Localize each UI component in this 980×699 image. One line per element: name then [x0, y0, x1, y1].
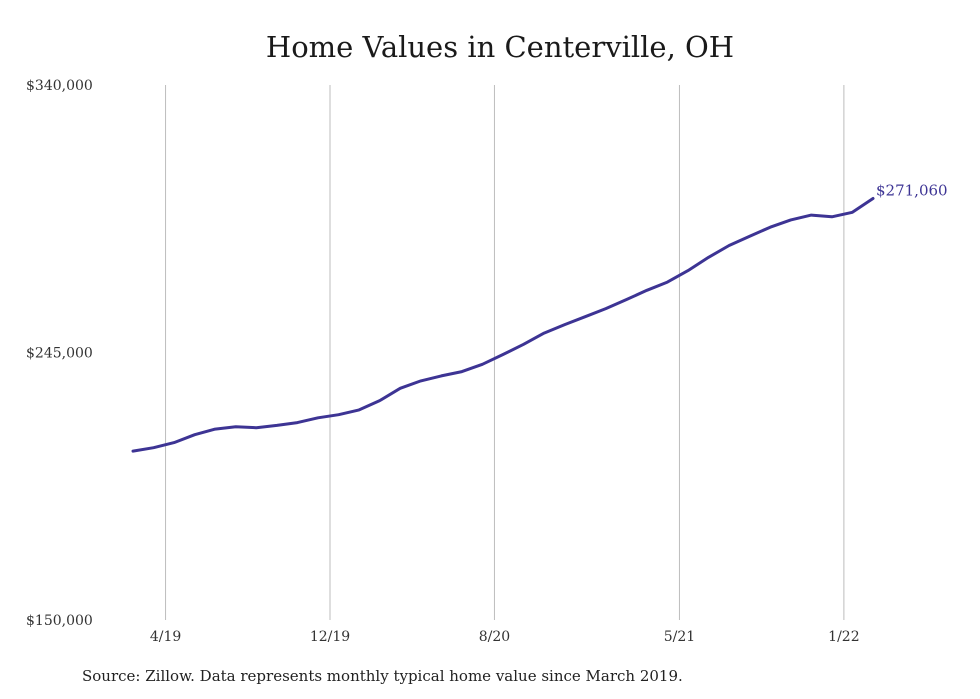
x-tick-label: 1/22 — [828, 629, 859, 645]
series-line-0 — [131, 197, 875, 453]
y-tick-label: $150,000 — [26, 613, 93, 629]
source-note: Source: Zillow. Data represents monthly … — [82, 667, 683, 685]
x-tick-label: 4/19 — [150, 629, 181, 645]
y-axis: $150,000 $245,000 $340,000 — [26, 78, 93, 629]
x-axis: 4/19 12/19 8/20 5/21 1/22 — [150, 629, 860, 645]
end-value-label: $271,060 — [876, 181, 948, 199]
chart-title: Home Values in Centerville, OH — [265, 30, 735, 64]
annotation-layer: $271,060 — [876, 181, 948, 199]
y-tick-label: $245,000 — [26, 346, 93, 362]
x-tick-label: 12/19 — [310, 629, 350, 645]
x-tick-label: 5/21 — [664, 629, 695, 645]
gridlines — [165, 85, 845, 620]
series-layer — [131, 197, 875, 453]
x-tick-label: 8/20 — [479, 629, 510, 645]
line-chart: $150,000 $245,000 $340,000 4/19 12/19 8/20 5/… — [26, 78, 948, 645]
y-tick-label: $340,000 — [26, 78, 93, 94]
